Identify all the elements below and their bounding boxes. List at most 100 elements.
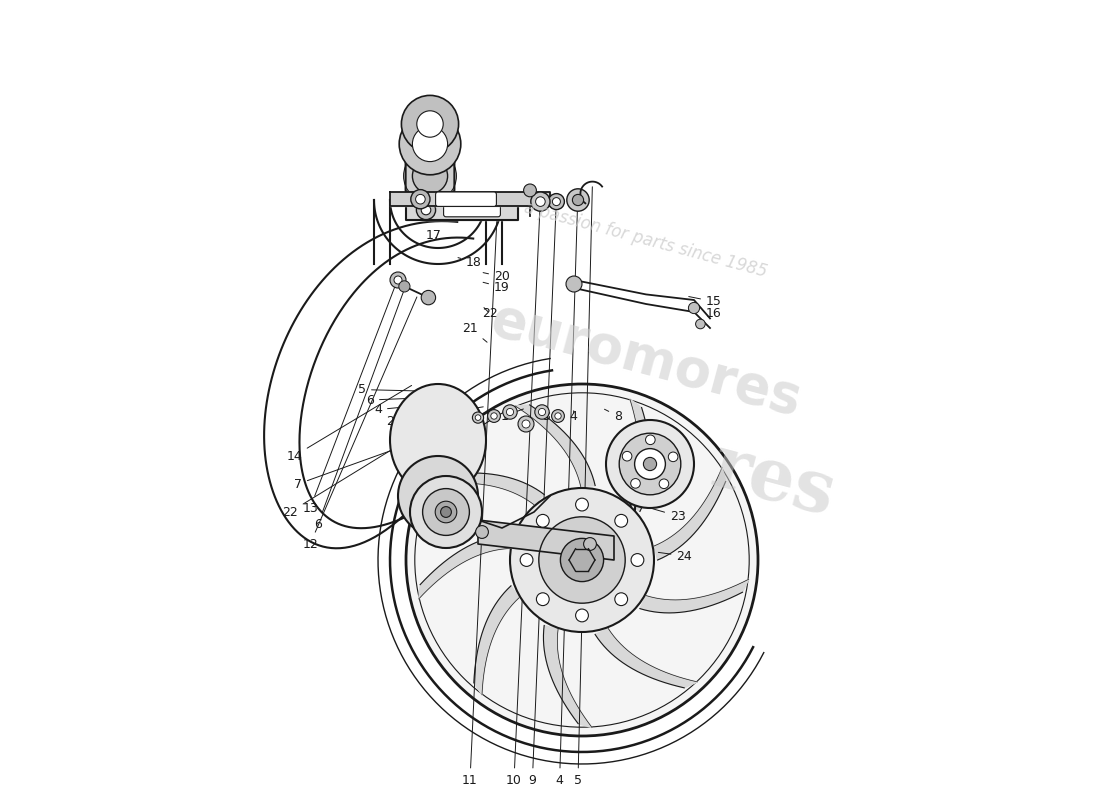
Circle shape xyxy=(689,302,700,314)
Text: 3: 3 xyxy=(542,410,550,422)
Circle shape xyxy=(472,412,484,423)
Circle shape xyxy=(522,420,530,428)
Circle shape xyxy=(506,408,514,416)
Circle shape xyxy=(695,319,705,329)
Circle shape xyxy=(551,410,564,422)
Circle shape xyxy=(520,554,534,566)
Circle shape xyxy=(572,194,584,206)
Polygon shape xyxy=(432,473,544,505)
Circle shape xyxy=(539,517,625,603)
Text: a passion for parts since 1985: a passion for parts since 1985 xyxy=(522,199,770,281)
Polygon shape xyxy=(406,200,518,220)
Text: 15: 15 xyxy=(689,295,722,308)
Text: 23: 23 xyxy=(652,509,685,522)
Circle shape xyxy=(406,384,758,736)
Text: 3: 3 xyxy=(399,411,493,438)
Text: 7: 7 xyxy=(294,429,451,490)
Circle shape xyxy=(421,206,431,214)
Circle shape xyxy=(584,538,596,550)
Text: 8: 8 xyxy=(605,410,621,422)
Circle shape xyxy=(410,476,482,548)
Circle shape xyxy=(410,190,430,209)
Circle shape xyxy=(436,501,456,523)
Circle shape xyxy=(422,489,470,535)
Circle shape xyxy=(537,514,549,527)
Circle shape xyxy=(441,506,451,518)
Circle shape xyxy=(566,189,590,211)
Ellipse shape xyxy=(398,456,478,536)
Text: 20: 20 xyxy=(483,270,510,283)
Text: 21: 21 xyxy=(462,322,487,342)
Circle shape xyxy=(394,276,402,284)
Circle shape xyxy=(619,434,681,494)
Circle shape xyxy=(491,413,497,419)
Ellipse shape xyxy=(390,384,486,496)
Text: 1: 1 xyxy=(500,409,524,422)
Text: euromores: euromores xyxy=(485,294,807,426)
Circle shape xyxy=(518,416,534,432)
Circle shape xyxy=(487,410,500,422)
Circle shape xyxy=(566,276,582,292)
Text: 4: 4 xyxy=(569,410,578,422)
Text: 9: 9 xyxy=(528,201,557,786)
Circle shape xyxy=(549,194,564,210)
Circle shape xyxy=(399,113,461,174)
Circle shape xyxy=(535,405,549,419)
Polygon shape xyxy=(543,626,592,727)
Text: 4: 4 xyxy=(556,193,578,786)
Circle shape xyxy=(536,197,546,206)
Circle shape xyxy=(475,526,488,538)
Polygon shape xyxy=(474,586,519,694)
Polygon shape xyxy=(390,192,550,206)
Circle shape xyxy=(615,514,628,527)
Circle shape xyxy=(644,458,657,470)
Circle shape xyxy=(659,479,669,489)
Circle shape xyxy=(510,488,654,632)
Text: 14: 14 xyxy=(286,386,411,462)
Circle shape xyxy=(390,272,406,288)
Circle shape xyxy=(402,95,459,153)
Circle shape xyxy=(635,449,666,479)
Circle shape xyxy=(531,192,550,211)
Text: 13: 13 xyxy=(302,281,397,514)
FancyBboxPatch shape xyxy=(436,192,496,206)
Text: 17: 17 xyxy=(426,229,442,242)
Circle shape xyxy=(421,290,436,305)
Text: 5: 5 xyxy=(574,186,592,786)
Circle shape xyxy=(669,452,678,462)
Text: 22: 22 xyxy=(283,438,411,518)
Circle shape xyxy=(412,126,448,162)
Text: 2: 2 xyxy=(556,410,563,422)
Circle shape xyxy=(417,200,436,219)
Circle shape xyxy=(552,198,560,206)
Circle shape xyxy=(630,478,640,488)
Circle shape xyxy=(416,194,426,204)
Text: 16: 16 xyxy=(695,305,722,320)
Circle shape xyxy=(524,184,537,197)
Circle shape xyxy=(412,158,448,194)
Circle shape xyxy=(606,420,694,508)
Circle shape xyxy=(538,408,546,416)
FancyBboxPatch shape xyxy=(443,199,500,217)
Circle shape xyxy=(631,554,644,566)
Text: 2: 2 xyxy=(386,407,483,428)
Polygon shape xyxy=(595,629,697,688)
Text: 24: 24 xyxy=(658,550,692,562)
Text: 10: 10 xyxy=(506,201,540,786)
FancyBboxPatch shape xyxy=(406,159,454,192)
Circle shape xyxy=(475,414,481,421)
Text: 11: 11 xyxy=(462,198,498,786)
Circle shape xyxy=(575,609,589,622)
Polygon shape xyxy=(640,579,749,613)
Circle shape xyxy=(646,435,656,445)
Circle shape xyxy=(554,413,561,419)
Circle shape xyxy=(575,498,589,511)
Polygon shape xyxy=(478,520,614,560)
Circle shape xyxy=(560,538,604,582)
Text: res: res xyxy=(704,430,844,530)
Text: 22: 22 xyxy=(482,307,497,320)
Circle shape xyxy=(623,451,631,461)
Text: 5: 5 xyxy=(358,383,459,396)
Text: 19: 19 xyxy=(483,281,509,294)
Text: 4: 4 xyxy=(374,400,472,416)
